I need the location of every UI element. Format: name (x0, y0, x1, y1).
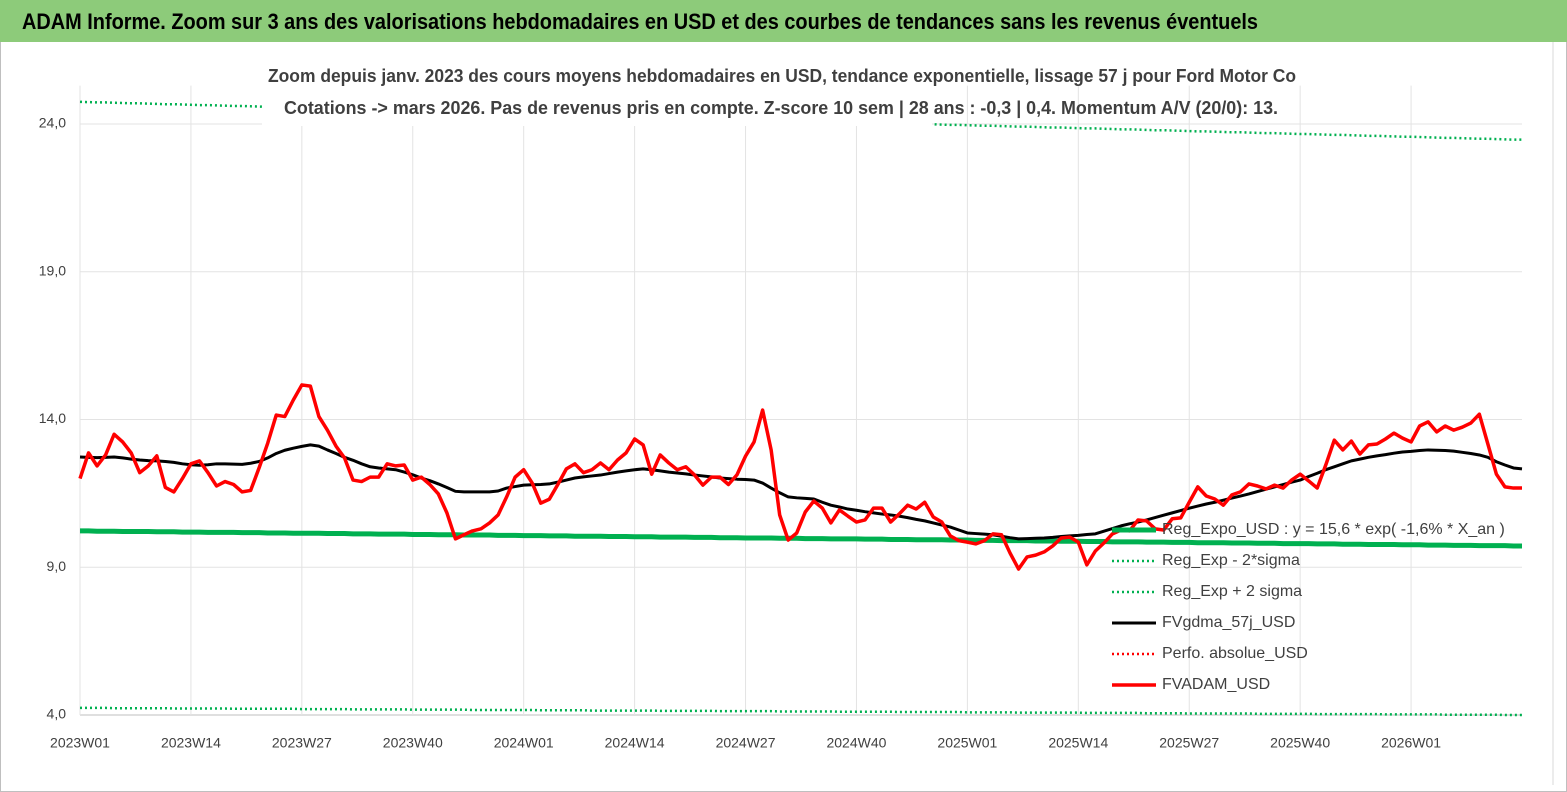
legend-label: Reg_Expo_USD : y = 15,6 * exp( -1,6% * X… (1162, 521, 1505, 538)
chart-titles: Zoom depuis janv. 2023 des cours moyens … (262, 60, 1296, 126)
legend: Reg_Expo_USD : y = 15,6 * exp( -1,6% * X… (1112, 521, 1505, 693)
chart-subtitle: Zoom depuis janv. 2023 des cours moyens … (268, 66, 1296, 86)
series-line (80, 528, 1522, 549)
x-tick-label: 2023W27 (272, 735, 332, 751)
x-tick-label: 2024W14 (605, 735, 665, 751)
header-band (0, 0, 1567, 42)
x-tick-label: 2023W01 (50, 735, 110, 751)
x-tick-label: 2025W01 (937, 735, 997, 751)
chart-subtitle: Cotations -> mars 2026. Pas de revenus p… (284, 98, 1278, 118)
legend-label: Reg_Exp - 2*sigma (1162, 552, 1300, 569)
x-tick-label: 2024W27 (716, 735, 776, 751)
legend-label: FVgdma_57j_USD (1162, 614, 1295, 631)
y-tick-label: 24,0 (39, 115, 66, 131)
x-tick-label: 2025W27 (1159, 735, 1219, 751)
page-title: ADAM Informe. Zoom sur 3 ans des valoris… (22, 9, 1258, 34)
y-tick-label: 14,0 (39, 410, 66, 426)
x-tick-label: 2025W40 (1270, 735, 1330, 751)
legend-label: FVADAM_USD (1162, 676, 1270, 693)
series-line (79, 443, 1523, 541)
series-line (78, 383, 1522, 571)
legend-label: Perfo. absolue_USD (1162, 645, 1308, 662)
legend-label: Reg_Exp + 2 sigma (1162, 583, 1302, 600)
y-tick-label: 19,0 (39, 262, 66, 278)
title-box (262, 60, 932, 126)
x-tick-label: 2023W14 (161, 735, 221, 751)
y-tick-label: 4,0 (47, 706, 67, 722)
x-tick-label: 2025W14 (1048, 735, 1108, 751)
y-tick-label: 9,0 (47, 558, 67, 574)
x-tick-label: 2026W01 (1381, 735, 1441, 751)
plot-area: 4,0 9,0 14,0 19,0 24,0 2023W01 2023W14 2023W27 2… (39, 85, 1523, 751)
x-tick-label: 2024W40 (826, 735, 886, 751)
x-tick-label: 2023W40 (383, 735, 443, 751)
x-tick-label: 2024W01 (494, 735, 554, 751)
series-line (80, 706, 1522, 717)
